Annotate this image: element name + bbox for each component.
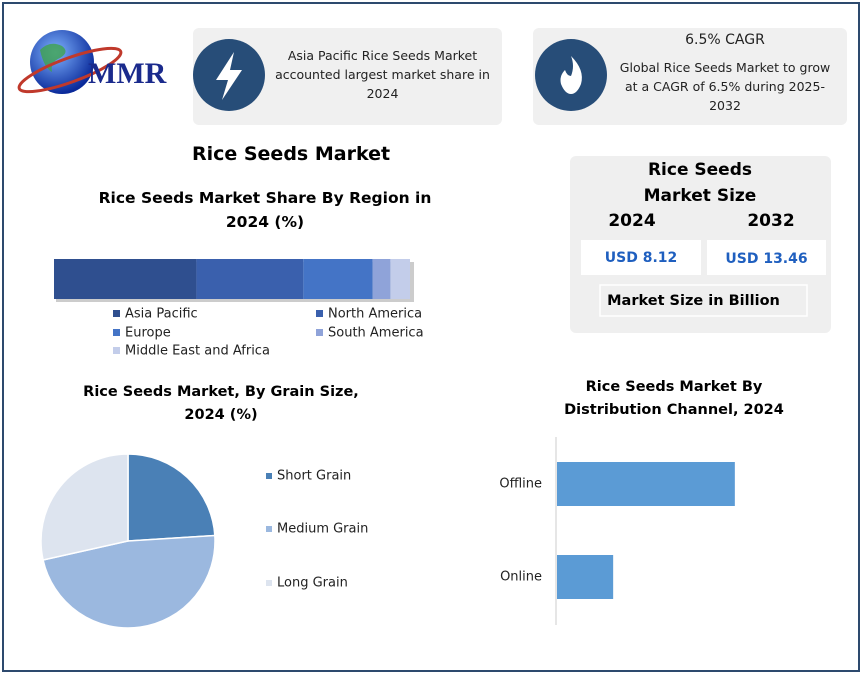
category-label: Online [500,570,542,585]
legend-label: Medium Grain [277,522,368,537]
value-box [581,240,701,275]
bar-segment [54,259,197,299]
bar-segment [303,259,373,299]
highlight-text: Global Rice Seeds Market to grow at a CA… [619,60,831,113]
legend-label: South America [328,326,424,341]
market-value: USD 13.46 [725,251,808,267]
note-box [599,284,808,317]
logo-text: MMR [88,57,167,90]
legend-label: Europe [125,326,171,341]
legend-label: Asia Pacific [125,307,198,322]
highlight-text: Asia Pacific Rice Seeds Market accounted… [275,48,490,101]
legend-label: Short Grain [277,469,351,484]
highlight-heading: 6.5% CAGR [685,32,765,48]
logo-land [40,43,66,72]
value-box [707,240,826,275]
chart-title: Rice Seeds Market, By Grain Size, 2024 (… [83,384,359,423]
legend-label: North America [328,307,422,322]
chart-title: Rice Seeds Market Share By Region in 202… [98,189,432,231]
pie-slice [42,534,216,629]
market-value: USD 8.12 [604,250,678,266]
bolt-icon [216,52,242,100]
year: 2024 [608,211,656,231]
legend-swatch [266,580,272,586]
pie-slice [40,453,129,561]
category-label: Offline [499,477,542,492]
legend-swatch [316,329,323,336]
pie-slice [127,453,216,542]
highlight-box [193,28,502,125]
bar [557,555,614,599]
market-size-title: Rice Seeds Market Size [643,160,757,206]
legend-swatch [113,310,120,317]
year: 2032 [747,211,795,231]
legend-swatch [266,473,272,479]
flame-icon [560,56,582,94]
legend-swatch [266,526,272,532]
bar-segment [372,259,391,299]
legend-swatch [316,310,323,317]
legend-label: Middle East and Africa [125,344,270,359]
bar-segment [390,259,410,299]
legend-swatch [113,347,120,354]
chart-title: Rice Seeds Market By Distribution Channe… [564,379,784,418]
icon-circle [535,39,607,111]
page-title: Rice Seeds Market [191,143,391,165]
highlight-box [533,28,847,125]
legend-label: Long Grain [277,576,348,591]
legend-swatch [113,329,120,336]
logo-orbit [17,46,123,94]
bar-segment [196,259,304,299]
market-size-note: Market Size in Billion [607,293,780,309]
bar [557,462,735,506]
